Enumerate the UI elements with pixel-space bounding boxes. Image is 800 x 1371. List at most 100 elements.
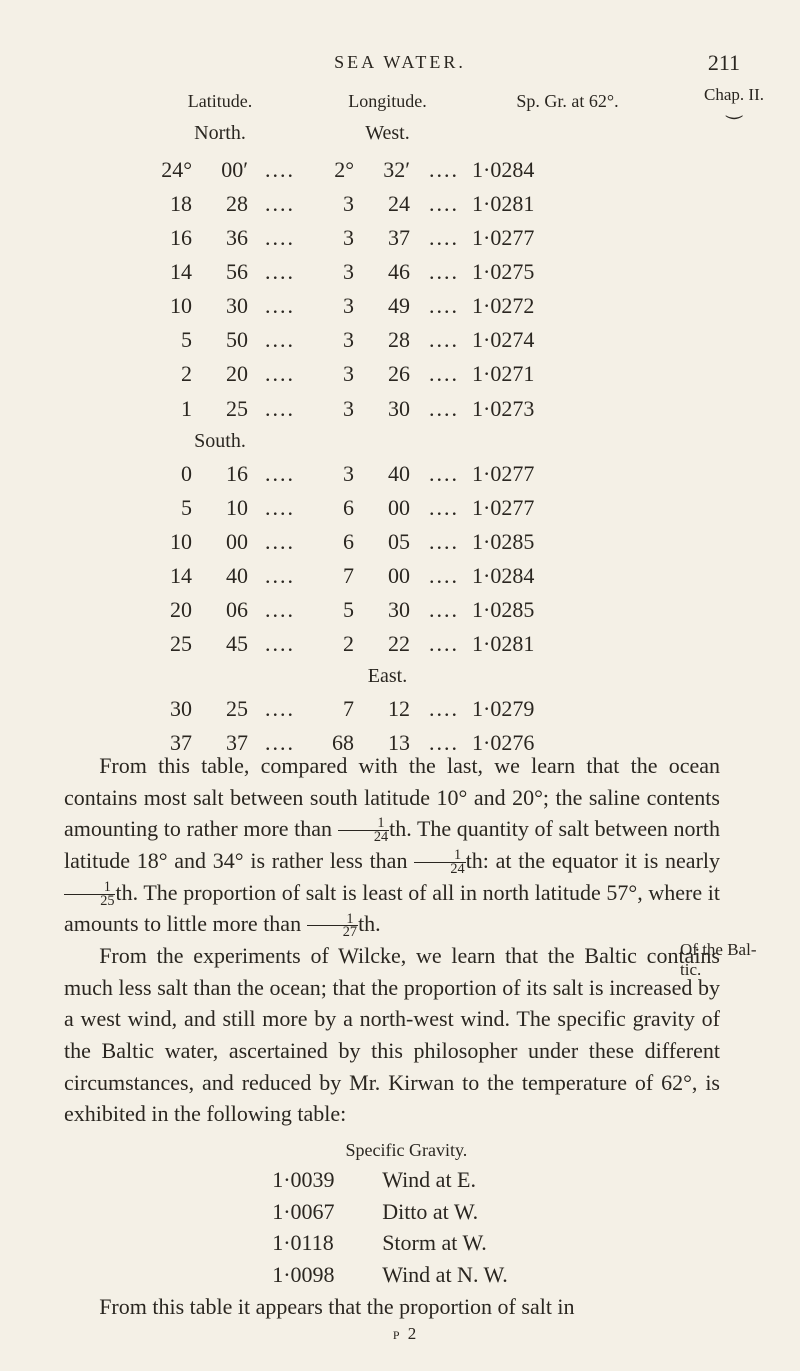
sg-value: 1·0098: [237, 1259, 347, 1291]
specific-gravity-row: 1·0067Ditto at W.: [64, 1196, 720, 1228]
table-row: 1000....605....1·0285: [140, 525, 660, 559]
paragraph-2: From the experiments of Wilcke, we learn…: [64, 940, 720, 1130]
sg-value: 1·0039: [237, 1164, 347, 1196]
col-header-latitude: Latitude.: [140, 88, 300, 116]
table-row: 550....328....1·0274: [140, 323, 660, 357]
lat-deg: 1: [140, 392, 192, 426]
p1-seg-d: th. The proportion of salt is least of a…: [64, 880, 720, 937]
lat-deg: 10: [140, 525, 192, 559]
specific-gravity-row: 1·0098Wind at N. W.: [64, 1259, 720, 1291]
table-row: 1828....324....1·0281: [140, 187, 660, 221]
lon-min: 30: [354, 392, 416, 426]
lat-min: 10: [192, 491, 254, 525]
table-row: 125....330....1·0273: [140, 392, 660, 426]
sp-gr: 1·0281: [472, 187, 592, 221]
sg-condition: Wind at N. W.: [347, 1259, 547, 1291]
lat-deg: 5: [140, 323, 192, 357]
lat-deg: 25: [140, 627, 192, 661]
table-row: 1440....700....1·0284: [140, 559, 660, 593]
lon-min: 46: [354, 255, 416, 289]
lon-min: 26: [354, 357, 416, 391]
lat-min: 50: [192, 323, 254, 357]
paragraph-3: From this table it appears that the prop…: [64, 1291, 720, 1323]
lon-min: 12: [354, 692, 416, 726]
margin-note-l2: tic.: [680, 960, 701, 979]
table-row: 3025....712....1·0279: [140, 692, 660, 726]
group-lat-label: South.: [140, 426, 300, 457]
lon-deg: 3: [306, 255, 354, 289]
lat-deg: 2: [140, 357, 192, 391]
running-head: SEA WATER.: [0, 52, 800, 73]
lon-min: 28: [354, 323, 416, 357]
sp-gr: 1·0277: [472, 457, 592, 491]
col-header-spgr: Sp. Gr. at 62°.: [475, 88, 660, 116]
fraction-1-24b: 124: [414, 849, 465, 876]
sg-value: 1·0118: [237, 1227, 347, 1259]
lat-deg: 14: [140, 255, 192, 289]
lon-deg: 6: [306, 525, 354, 559]
lon-min: 40: [354, 457, 416, 491]
lat-min: 30: [192, 289, 254, 323]
leader-dots: ....: [254, 559, 306, 593]
chapter-brace-icon: ⏝: [704, 103, 764, 114]
leader-dots: ....: [254, 692, 306, 726]
leader-dots: ....: [254, 457, 306, 491]
lat-min: 45: [192, 627, 254, 661]
lat-min: 25: [192, 392, 254, 426]
lat-deg: 10: [140, 289, 192, 323]
paragraph-1: From this table, compared with the last,…: [64, 750, 720, 940]
leader-dots: ....: [416, 457, 472, 491]
sp-gr: 1·0281: [472, 627, 592, 661]
leader-dots: ....: [254, 221, 306, 255]
subheader-west: West.: [300, 118, 475, 149]
leader-dots: ....: [254, 627, 306, 661]
table-row: 1456....346....1·0275: [140, 255, 660, 289]
leader-dots: ....: [416, 627, 472, 661]
lon-deg: 3: [306, 187, 354, 221]
fraction-1-27: 127: [307, 913, 358, 940]
lat-deg: 30: [140, 692, 192, 726]
lon-deg: 2°: [306, 153, 354, 187]
lat-min: 20: [192, 357, 254, 391]
lat-deg: 14: [140, 559, 192, 593]
lon-min: 37: [354, 221, 416, 255]
group-label: East.: [140, 661, 660, 692]
lon-min: 24: [354, 187, 416, 221]
leader-dots: ....: [416, 692, 472, 726]
margin-note: Of the Bal- tic.: [680, 940, 772, 981]
p1-seg-e: th.: [358, 911, 381, 936]
table-header-row: Latitude. Longitude. Sp. Gr. at 62°.: [140, 88, 660, 116]
lat-min: 28: [192, 187, 254, 221]
table-row: 1030....349....1·0272: [140, 289, 660, 323]
specific-gravity-row: 1·0039Wind at E.: [64, 1164, 720, 1196]
sg-condition: Wind at E.: [347, 1164, 547, 1196]
sp-gr: 1·0277: [472, 491, 592, 525]
body-text: From this table, compared with the last,…: [64, 750, 720, 1347]
lat-deg: 0: [140, 457, 192, 491]
lon-deg: 6: [306, 491, 354, 525]
sp-gr: 1·0273: [472, 392, 592, 426]
lon-min: 00: [354, 559, 416, 593]
leader-dots: ....: [416, 491, 472, 525]
leader-dots: ....: [416, 187, 472, 221]
leader-dots: ....: [416, 289, 472, 323]
leader-dots: ....: [254, 491, 306, 525]
sp-gr: 1·0285: [472, 593, 592, 627]
margin-note-l1: Of the Bal-: [680, 940, 756, 959]
lat-min: 00′: [192, 153, 254, 187]
table-row: 220....326....1·0271: [140, 357, 660, 391]
lon-min: 30: [354, 593, 416, 627]
leader-dots: ....: [254, 392, 306, 426]
leader-dots: ....: [416, 221, 472, 255]
lon-min: 49: [354, 289, 416, 323]
lat-deg: 16: [140, 221, 192, 255]
lon-deg: 3: [306, 392, 354, 426]
page-number: 211: [708, 50, 740, 76]
lon-deg: 7: [306, 559, 354, 593]
leader-dots: ....: [416, 323, 472, 357]
sg-condition: Ditto at W.: [347, 1196, 547, 1228]
lon-deg: 3: [306, 221, 354, 255]
leader-dots: ....: [416, 593, 472, 627]
sg-value: 1·0067: [237, 1196, 347, 1228]
table-row: 1636....337....1·0277: [140, 221, 660, 255]
